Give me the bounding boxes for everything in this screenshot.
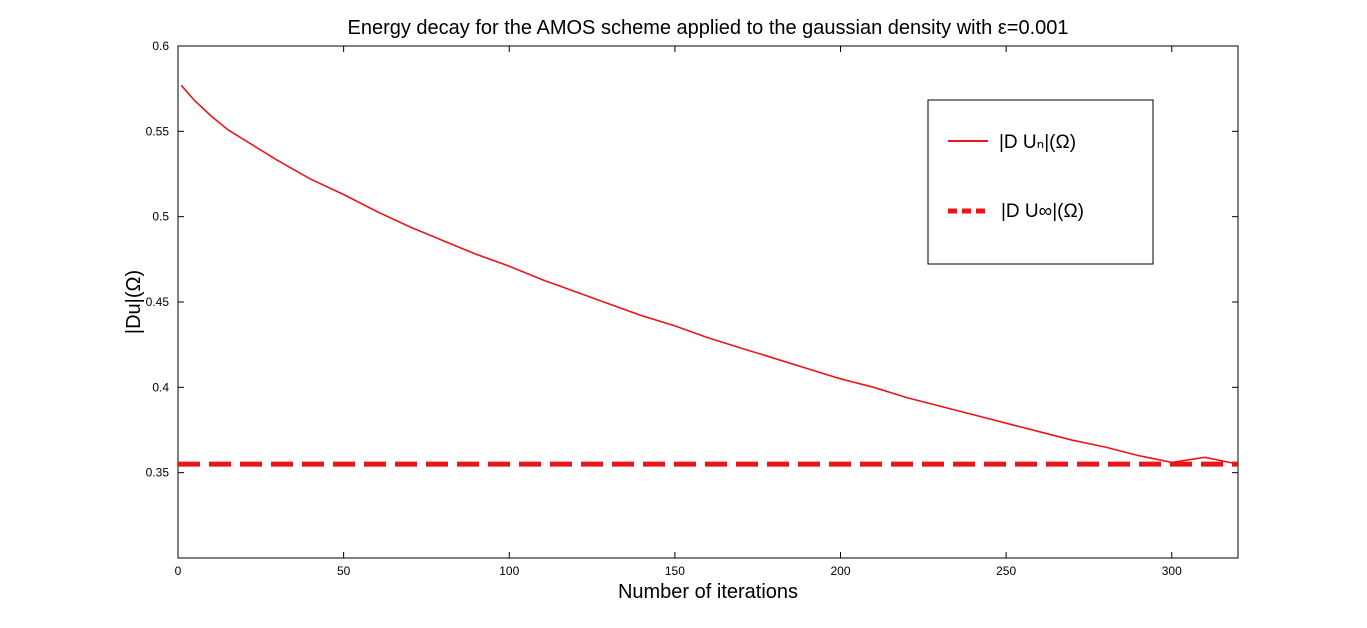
- y-tick-label: 0.55: [146, 124, 170, 138]
- x-tick-label: 50: [337, 564, 351, 578]
- legend-box: [927, 99, 1154, 265]
- x-axis-title: Number of iterations: [618, 581, 798, 603]
- series-line-0: [180, 84, 1239, 465]
- y-axis-ticks: 0.35 0.4 0.45 0.5 0.55 0.6: [146, 39, 1238, 480]
- legend-label-un: |D Uₙ|(Ω): [999, 132, 1076, 153]
- x-tick-label: 0: [175, 564, 182, 578]
- legend-label-uinf: |D U∞|(Ω): [1001, 201, 1084, 222]
- legend: |D Uₙ|(Ω) |D U∞|(Ω): [927, 99, 1154, 265]
- x-tick-label: 100: [499, 564, 519, 578]
- x-tick-label: 200: [830, 564, 850, 578]
- y-tick-label: 0.5: [152, 210, 169, 224]
- y-axis-title: |Du|(Ω): [123, 270, 145, 334]
- series-layer: [178, 84, 1239, 467]
- y-tick-label: 0.4: [152, 380, 169, 394]
- x-tick-label: 300: [1162, 564, 1182, 578]
- y-tick-label: 0.45: [146, 295, 170, 309]
- y-tick-label: 0.35: [146, 466, 170, 480]
- x-axis-ticks: 0 50 100 150 200 250 300: [175, 46, 1182, 578]
- x-tick-label: 150: [665, 564, 685, 578]
- y-tick-label: 0.6: [152, 39, 169, 53]
- x-tick-label: 250: [996, 564, 1016, 578]
- chart-title: Energy decay for the AMOS scheme applied…: [347, 17, 1068, 39]
